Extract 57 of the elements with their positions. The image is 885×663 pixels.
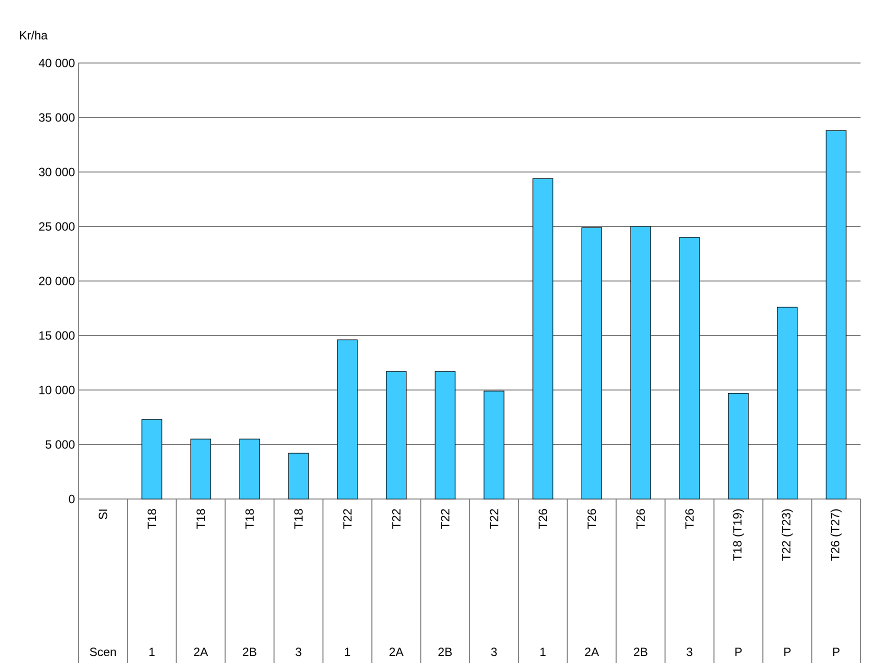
text: 1 — [540, 648, 546, 656]
y-tick-label: 0 — [68, 494, 75, 504]
x-tick-label: T22 — [490, 509, 498, 529]
text: P — [833, 648, 840, 656]
bar — [728, 392, 749, 500]
y-tick-label: 5 000 — [46, 440, 75, 449]
y-tick-label: 20 000 — [39, 276, 75, 286]
bar — [190, 438, 212, 500]
x-tick-label: T22 — [440, 509, 450, 529]
y-tick-label: 25 000 — [39, 222, 75, 231]
bar — [630, 226, 651, 500]
x-tick-label: T18 (T19) — [732, 509, 744, 561]
y-tick-label: 10 000 — [39, 386, 75, 394]
bar — [532, 178, 554, 500]
x-tick-label: T18 — [148, 509, 156, 529]
text: 2B — [242, 648, 256, 656]
y-axis-title: Kr/ha — [20, 30, 48, 40]
text: 2B — [634, 648, 648, 656]
text: 2A — [585, 648, 600, 656]
x-tick-label: T26 — [538, 509, 548, 529]
x-tick-label: T22 — [392, 509, 400, 529]
x-tick-label: T26 — [636, 509, 645, 529]
y-tick-label: 30 000 — [38, 168, 75, 176]
x-tick-label: T26 — [588, 509, 596, 529]
bar — [434, 371, 456, 500]
y-tick-label: 15 000 — [39, 331, 75, 340]
text: 1 — [149, 648, 155, 656]
bar — [337, 340, 358, 500]
text: 2B — [438, 648, 452, 656]
x-tick-label: SI — [98, 510, 108, 520]
x-tick-label: T22 (T23) — [782, 509, 793, 561]
text: 3 — [296, 648, 302, 656]
text: P — [735, 648, 742, 656]
text: 2A — [194, 648, 208, 656]
x-tick-label: T18 — [294, 509, 303, 529]
bar — [826, 130, 846, 500]
y-tick-label: 40 000 — [38, 58, 75, 68]
bar — [776, 306, 798, 500]
bar — [386, 371, 407, 500]
bar — [239, 438, 260, 500]
text: 1 — [344, 648, 350, 656]
bar — [142, 419, 162, 500]
bar — [288, 452, 309, 500]
text: 2A — [390, 648, 404, 656]
text: 3 — [491, 648, 497, 656]
text: 3 — [686, 648, 692, 656]
text: P — [784, 648, 791, 656]
y-tick-label: 35 000 — [38, 113, 75, 122]
bar — [484, 390, 504, 500]
bar — [581, 227, 602, 500]
bar — [679, 237, 700, 500]
x-tick-label: T26 — [685, 509, 694, 529]
x-tick-label: T22 — [343, 509, 352, 529]
text: Scen — [90, 648, 116, 656]
x-tick-label: T18 — [245, 509, 254, 529]
x-tick-label: T26 (T27) — [830, 509, 842, 561]
x-tick-label: T18 — [196, 509, 205, 529]
